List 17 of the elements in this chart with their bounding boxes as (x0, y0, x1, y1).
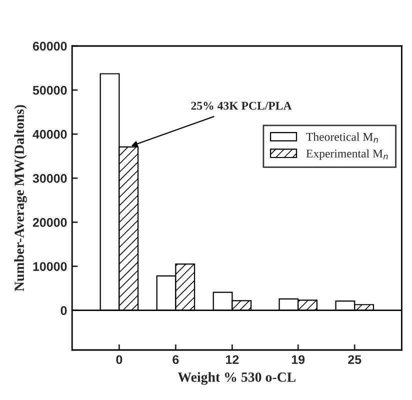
legend-label: Experimental M$_{n}$ (306, 149, 388, 160)
y-tick-label: 10000 (33, 262, 67, 271)
x-tick-label: 0 (116, 355, 122, 364)
y-tick-label: 50000 (32, 86, 67, 95)
y-tick-label: 20000 (32, 218, 67, 227)
y-tick-label: 0 (60, 306, 67, 315)
x-tick-label: 6 (172, 355, 179, 364)
legend-label: Theoretical M$_{n}$ (306, 132, 378, 143)
y-tick-label: 60000 (32, 42, 67, 51)
x-tick-label: 12 (226, 355, 239, 364)
y-tick-label: 40000 (32, 130, 67, 139)
y-axis-title: Number-Average MW(Daltons) (14, 105, 27, 292)
x-axis-title: Weight % 530 o-CL (178, 372, 296, 385)
annotation: 25% 43K PCL/PLA (191, 102, 292, 110)
x-tick-label: 19 (292, 355, 305, 364)
y-tick-label: 30000 (32, 174, 67, 183)
x-tick-label: 25 (348, 355, 362, 364)
